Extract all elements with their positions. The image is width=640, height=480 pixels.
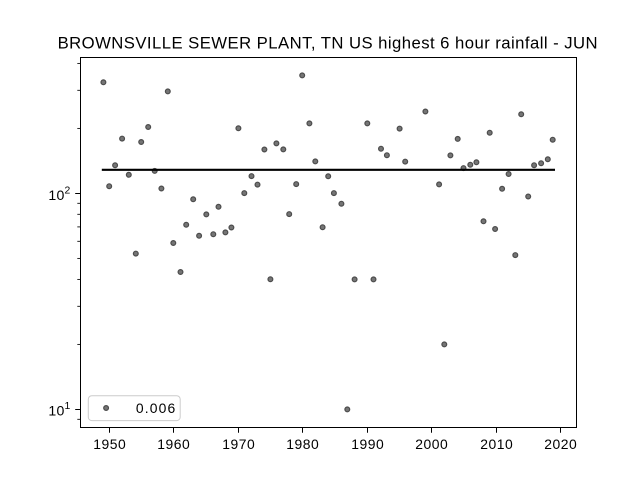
svg-text:1980: 1980 (286, 436, 319, 452)
svg-text:0.006: 0.006 (136, 400, 177, 416)
svg-text:1970: 1970 (222, 436, 255, 452)
svg-text:1990: 1990 (351, 436, 384, 452)
svg-text:BROWNSVILLE SEWER PLANT, TN US: BROWNSVILLE SEWER PLANT, TN US highest 6… (58, 34, 598, 53)
svg-text:2010: 2010 (480, 436, 513, 452)
svg-text:2000: 2000 (415, 436, 448, 452)
svg-text:101: 101 (48, 401, 70, 418)
svg-text:2020: 2020 (544, 436, 577, 452)
svg-text:102: 102 (48, 186, 70, 203)
svg-text:1950: 1950 (93, 436, 126, 452)
svg-text:1960: 1960 (157, 436, 190, 452)
